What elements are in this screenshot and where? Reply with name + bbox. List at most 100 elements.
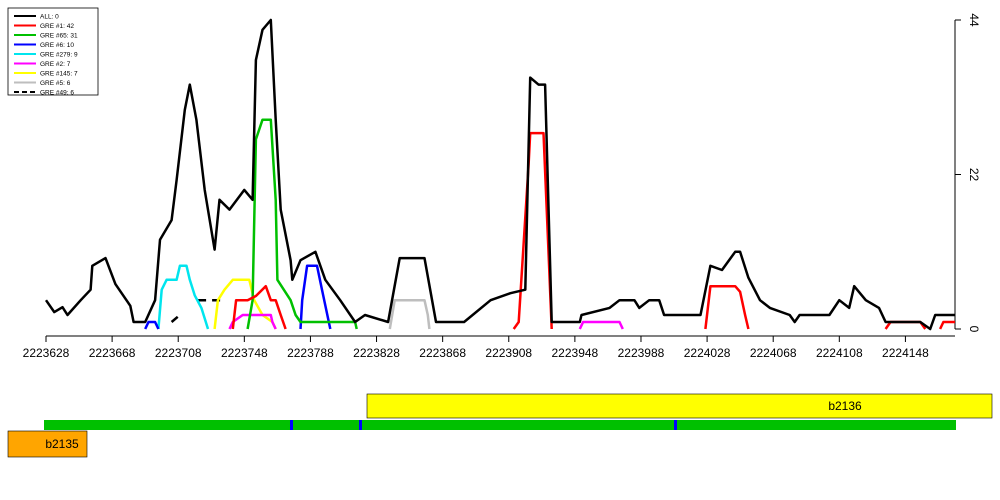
sequence-base: [854, 420, 857, 430]
x-tick-label: 2223628: [23, 346, 70, 360]
sequence-base: [599, 420, 602, 430]
legend-label: GRE #145: 7: [40, 71, 78, 78]
sequence-base: [440, 420, 443, 430]
sequence-base: [941, 420, 944, 430]
sequence-base: [764, 420, 767, 430]
sequence-base: [419, 420, 422, 430]
sequence-base: [761, 420, 764, 430]
sequence-base: [683, 420, 686, 430]
sequence-base: [191, 420, 194, 430]
sequence-base: [563, 420, 566, 430]
sequence-base: [101, 420, 104, 430]
sequence-base: [833, 420, 836, 430]
sequence-base: [59, 420, 62, 430]
sequence-base: [293, 420, 296, 430]
sequence-base: [365, 420, 368, 430]
sequence-base: [473, 420, 476, 430]
sequence-base: [890, 420, 893, 430]
sequence-base: [464, 420, 467, 430]
sequence-base: [230, 420, 233, 430]
sequence-base: [116, 420, 119, 430]
sequence-base: [428, 420, 431, 430]
sequence-base: [269, 420, 272, 430]
sequence-base: [593, 420, 596, 430]
sequence-base: [689, 420, 692, 430]
sequence-base: [950, 420, 953, 430]
sequence-base: [497, 420, 500, 430]
sequence-base: [203, 420, 206, 430]
sequence-base: [374, 420, 377, 430]
sequence-base: [215, 420, 218, 430]
sequence-base: [584, 420, 587, 430]
sequence-base: [896, 420, 899, 430]
sequence-base: [98, 420, 101, 430]
sequence-base: [806, 420, 809, 430]
sequence-base: [305, 420, 308, 430]
sequence-base: [710, 420, 713, 430]
x-tick-label: 2223708: [155, 346, 202, 360]
sequence-base: [245, 420, 248, 430]
x-tick-label: 2224148: [882, 346, 929, 360]
sequence-base: [461, 420, 464, 430]
sequence-base: [521, 420, 524, 430]
sequence-base: [944, 420, 947, 430]
sequence-base: [767, 420, 770, 430]
sequence-base: [668, 420, 671, 430]
x-tick-label: 2224068: [750, 346, 797, 360]
sequence-base: [644, 420, 647, 430]
sequence-base: [350, 420, 353, 430]
sequence-base: [938, 420, 941, 430]
gene-label: b2135: [45, 437, 79, 451]
sequence-base: [281, 420, 284, 430]
x-tick-label: 2223748: [221, 346, 268, 360]
sequence-base: [209, 420, 212, 430]
y-tick-label: 44: [967, 13, 981, 27]
sequence-base: [503, 420, 506, 430]
series-line: [44, 18, 955, 331]
sequence-base: [851, 420, 854, 430]
sequence-base: [320, 420, 323, 430]
sequence-base: [692, 420, 695, 430]
sequence-base: [485, 420, 488, 430]
series-line: [170, 298, 227, 323]
sequence-base: [905, 420, 908, 430]
sequence-base: [929, 420, 932, 430]
sequence-base: [149, 420, 152, 430]
sequence-base: [371, 420, 374, 430]
sequence-base: [323, 420, 326, 430]
sequence-base: [494, 420, 497, 430]
y-tick-label: 22: [967, 168, 981, 182]
sequence-base: [344, 420, 347, 430]
sequence-base: [821, 420, 824, 430]
sequence-base: [554, 420, 557, 430]
sequence-base: [206, 420, 209, 430]
sequence-base: [518, 420, 521, 430]
sequence-base: [569, 420, 572, 430]
sequence-base: [170, 420, 173, 430]
sequence-base: [452, 420, 455, 430]
series-line: [388, 298, 431, 330]
sequence-base: [434, 420, 437, 430]
sequence-base: [800, 420, 803, 430]
sequence-base: [836, 420, 839, 430]
sequence-base: [923, 420, 926, 430]
sequence-base: [542, 420, 545, 430]
sequence-base: [278, 420, 281, 430]
sequence-base: [878, 420, 881, 430]
x-tick-label: 2224108: [816, 346, 863, 360]
x-tick-label: 2223868: [419, 346, 466, 360]
sequence-base: [107, 420, 110, 430]
sequence-base: [80, 420, 83, 430]
sequence-base: [611, 420, 614, 430]
sequence-base: [869, 420, 872, 430]
sequence-base: [227, 420, 230, 430]
sequence-base: [674, 420, 677, 430]
legend-label: GRE #279: 9: [40, 52, 78, 59]
sequence-base: [311, 420, 314, 430]
sequence-base: [827, 420, 830, 430]
sequence-base: [785, 420, 788, 430]
sequence-base: [914, 420, 917, 430]
sequence-base: [758, 420, 761, 430]
sequence-base: [179, 420, 182, 430]
